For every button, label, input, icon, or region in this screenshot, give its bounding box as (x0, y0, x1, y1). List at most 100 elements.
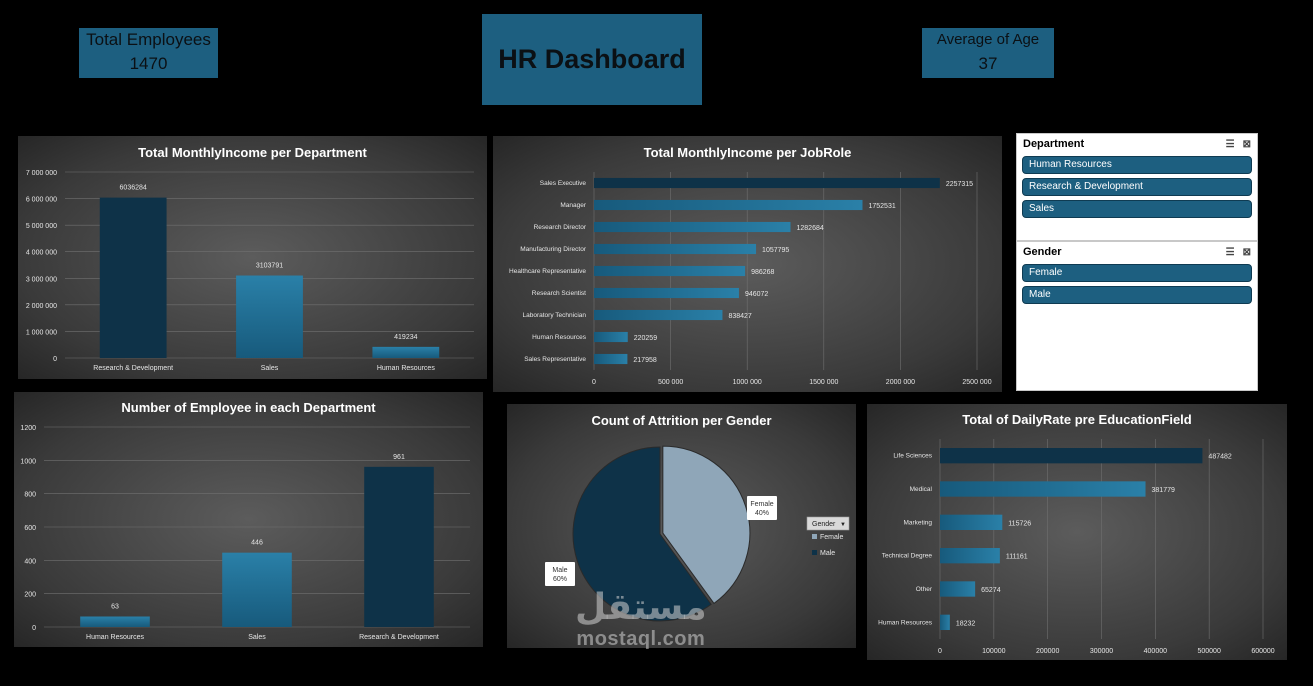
x-tick-label: Research & Development (359, 634, 439, 641)
slicer-item-male[interactable]: Male (1022, 286, 1252, 304)
legend-label: Female (820, 534, 843, 541)
slicer-icons: ☰ ⊠ (1226, 139, 1251, 150)
x-tick-label: 500000 (1197, 648, 1220, 655)
y-tick-label: 6 000 000 (26, 197, 57, 204)
legend-swatch-female (812, 534, 817, 539)
x-tick-label: 2000 000 (886, 379, 915, 386)
slicer-item-sales[interactable]: Sales (1022, 200, 1252, 218)
bar-other (940, 581, 976, 597)
data-label: 18232 (956, 620, 976, 627)
y-tick-label: Laboratory Technician (523, 312, 587, 319)
bar-human-resources (594, 331, 628, 343)
chart-title: Number of Employee in each Department (121, 400, 376, 415)
x-tick-label: 100000 (982, 648, 1005, 655)
data-label: 1752531 (868, 203, 895, 210)
data-label-box (545, 562, 575, 586)
department-slicer[interactable]: Department ☰ ⊠ Human Resources Research … (1016, 133, 1258, 241)
bar-laboratory-technician (594, 309, 723, 321)
x-tick-label: Research & Development (93, 365, 173, 372)
data-label: 220259 (634, 335, 657, 342)
clear-filter-icon[interactable]: ⊠ (1242, 246, 1251, 258)
data-label: 446 (251, 540, 263, 547)
y-tick-label: 200 (24, 592, 36, 599)
data-label: 111161 (1006, 554, 1028, 561)
data-label: 419234 (394, 334, 417, 341)
multi-select-icon[interactable]: ☰ (1225, 138, 1235, 150)
employees-per-department-chart[interactable]: Number of Employee in each Department 0 20… (14, 392, 483, 647)
data-label-box (747, 496, 777, 520)
bar-technical-degree (940, 548, 1000, 564)
x-tick-label: 600000 (1251, 648, 1274, 655)
bar-sales (236, 275, 303, 358)
data-label: 115726 (1008, 520, 1031, 527)
watermark-arabic: مستقل (575, 587, 707, 628)
slicer-item-human-resources[interactable]: Human Resources (1022, 156, 1252, 174)
x-tick-label: Sales (261, 365, 279, 372)
bar-human-resources (80, 616, 150, 627)
data-label: 63 (111, 604, 119, 611)
gender-slicer[interactable]: Gender ☰ ⊠ Female Male (1016, 241, 1258, 391)
attrition-per-gender-chart[interactable]: Count of Attrition per Gender Female 40% Ma… (507, 404, 856, 648)
bar-research-development (99, 197, 167, 358)
data-label-name: Male (552, 567, 567, 574)
watermark-latin: mostaql.com (576, 628, 706, 650)
total-employees-card: Total Employees 1470 (79, 28, 218, 78)
x-tick-label: 2500 000 (962, 379, 991, 386)
bar-marketing (940, 514, 1003, 530)
data-label: 1282684 (797, 225, 824, 232)
x-tick-label: Human Resources (86, 634, 144, 641)
income-per-jobrole-svg: Total MonthlyIncome per JobRole 0 500 000 1… (509, 145, 992, 386)
average-age-label: Average of Age (936, 31, 1040, 48)
data-label: 986268 (751, 269, 774, 276)
y-tick-label: Marketing (903, 519, 932, 526)
bar-sales-representative (594, 353, 628, 365)
y-tick-label: Sales Executive (540, 180, 587, 187)
y-tick-label: 0 (53, 356, 57, 363)
y-tick-label: Research Director (534, 224, 587, 231)
x-tick-label: 500 000 (658, 379, 683, 386)
bar-manager (594, 199, 863, 211)
y-tick-label: Research Scientist (532, 290, 586, 297)
data-label: 1057795 (762, 247, 789, 254)
slicer-icons: ☰ ⊠ (1226, 247, 1251, 258)
income-per-department-svg: Total MonthlyIncome per Department 0 1 000… (26, 145, 474, 372)
income-per-jobrole-chart[interactable]: Total MonthlyIncome per JobRole 0 500 000 1… (493, 136, 1002, 392)
attrition-per-gender-svg: Count of Attrition per Gender Female 40% Ma… (545, 413, 850, 622)
dailyrate-per-educationfield-chart[interactable]: Total of DailyRate pre EducationField 0 10… (867, 404, 1287, 660)
x-tick-label: 1000 000 (733, 379, 762, 386)
y-tick-label: 800 (24, 492, 36, 499)
data-label: 946072 (745, 291, 768, 298)
bar-research-scientist (594, 287, 739, 299)
slicer-item-female[interactable]: Female (1022, 264, 1252, 282)
average-age-value: 37 (978, 54, 998, 73)
x-tick-label: 200000 (1036, 648, 1059, 655)
total-employees-value: 1470 (129, 54, 168, 73)
data-label: 487482 (1208, 454, 1231, 461)
average-age-card: Average of Age 37 (922, 28, 1054, 78)
legend-swatch-male (812, 550, 817, 555)
data-label: 3103791 (256, 263, 283, 270)
mostaql-watermark: مستقل mostaql.com (575, 587, 707, 651)
pie-slice-male (572, 446, 712, 622)
income-per-department-chart[interactable]: Total MonthlyIncome per Department 0 1 000… (18, 136, 487, 379)
clear-filter-icon[interactable]: ⊠ (1242, 138, 1251, 150)
multi-select-icon[interactable]: ☰ (1225, 246, 1235, 258)
data-label: 381779 (1152, 487, 1175, 494)
chart-title: Total of DailyRate pre EducationField (962, 412, 1192, 427)
slicer-item-research-development[interactable]: Research & Development (1022, 178, 1252, 196)
chart-title: Count of Attrition per Gender (591, 413, 771, 428)
employees-per-department-svg: Number of Employee in each Department 0 20… (20, 400, 470, 641)
y-tick-label: 400 (24, 558, 36, 565)
data-label: 65274 (981, 587, 1001, 594)
bar-manufacturing-director (594, 243, 757, 255)
bar-healthcare-representative (594, 265, 746, 277)
x-tick-label: 0 (938, 648, 942, 655)
legend-title-button (806, 516, 850, 531)
y-tick-label: Human Resources (878, 619, 933, 626)
y-tick-label: 600 (24, 525, 36, 532)
bar-medical (940, 481, 1146, 497)
x-tick-label: Human Resources (377, 365, 435, 372)
legend-title: Gender (812, 521, 836, 528)
y-tick-label: 1200 (20, 425, 36, 432)
chart-title: Total MonthlyIncome per Department (138, 145, 367, 160)
